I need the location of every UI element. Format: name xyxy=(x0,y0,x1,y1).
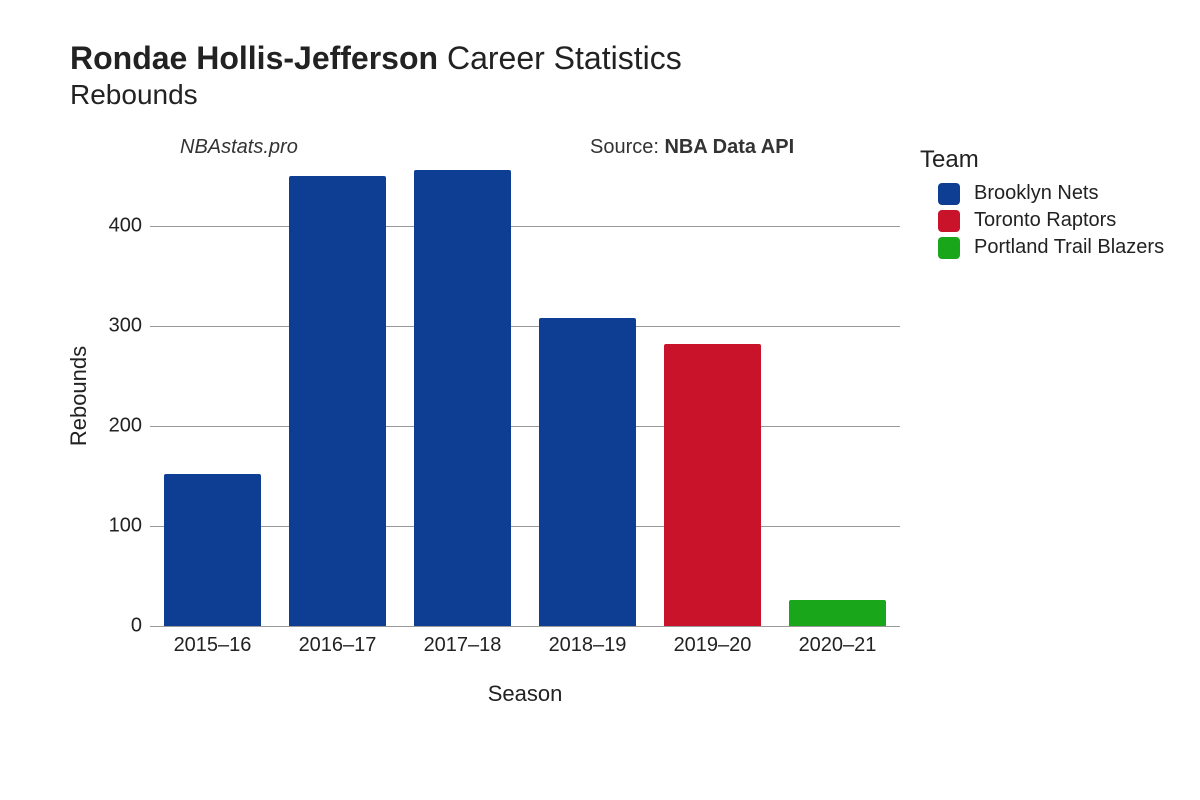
legend-item: Brooklyn Nets xyxy=(920,182,1200,205)
y-tick-label: 100 xyxy=(109,515,142,538)
plot-area xyxy=(150,166,900,626)
x-axis-title: Season xyxy=(488,681,563,707)
chart-subtitle: Rebounds xyxy=(70,79,1150,111)
source-prefix: Source: xyxy=(590,136,664,158)
gridline xyxy=(150,326,900,327)
y-tick-label: 200 xyxy=(109,415,142,438)
gridline xyxy=(150,626,900,627)
title-bold: Rondae Hollis-Jefferson xyxy=(70,40,438,76)
x-tick-label: 2020–21 xyxy=(799,634,877,657)
x-tick-label: 2016–17 xyxy=(299,634,377,657)
chart-wrap: NBAstats.pro Source: NBA Data API Reboun… xyxy=(50,136,1150,736)
legend-title: Team xyxy=(920,146,1200,174)
x-tick-label: 2015–16 xyxy=(174,634,252,657)
chart-container: Rondae Hollis-Jefferson Career Statistic… xyxy=(0,0,1200,800)
title-rest: Career Statistics xyxy=(438,40,682,76)
bar xyxy=(539,318,637,626)
bar xyxy=(289,176,387,626)
attribution-source: Source: NBA Data API xyxy=(590,136,794,159)
legend-swatch xyxy=(938,210,960,232)
attribution-site: NBAstats.pro xyxy=(180,136,298,159)
gridline xyxy=(150,526,900,527)
gridline xyxy=(150,426,900,427)
legend-label: Toronto Raptors xyxy=(974,209,1116,232)
bar xyxy=(164,474,262,626)
title-block: Rondae Hollis-Jefferson Career Statistic… xyxy=(70,40,1150,111)
x-tick-label: 2017–18 xyxy=(424,634,502,657)
y-axis: 0100200300400 xyxy=(100,166,150,626)
bar xyxy=(414,170,512,626)
legend-label: Brooklyn Nets xyxy=(974,182,1099,205)
legend-item: Portland Trail Blazers xyxy=(920,236,1200,259)
chart-title: Rondae Hollis-Jefferson Career Statistic… xyxy=(70,40,1150,77)
x-tick-label: 2018–19 xyxy=(549,634,627,657)
legend-swatch xyxy=(938,183,960,205)
bar xyxy=(664,344,762,626)
bar xyxy=(789,600,887,626)
y-axis-title: Rebounds xyxy=(66,296,92,396)
y-tick-label: 0 xyxy=(131,615,142,638)
x-tick-label: 2019–20 xyxy=(674,634,752,657)
gridline xyxy=(150,226,900,227)
y-tick-label: 400 xyxy=(109,215,142,238)
legend: Team Brooklyn Nets Toronto Raptors Portlan… xyxy=(920,146,1200,263)
legend-items: Brooklyn Nets Toronto Raptors Portland Tra… xyxy=(920,182,1200,259)
legend-item: Toronto Raptors xyxy=(920,209,1200,232)
y-tick-label: 300 xyxy=(109,315,142,338)
legend-label: Portland Trail Blazers xyxy=(974,236,1164,259)
legend-swatch xyxy=(938,237,960,259)
source-name: NBA Data API xyxy=(664,136,794,158)
